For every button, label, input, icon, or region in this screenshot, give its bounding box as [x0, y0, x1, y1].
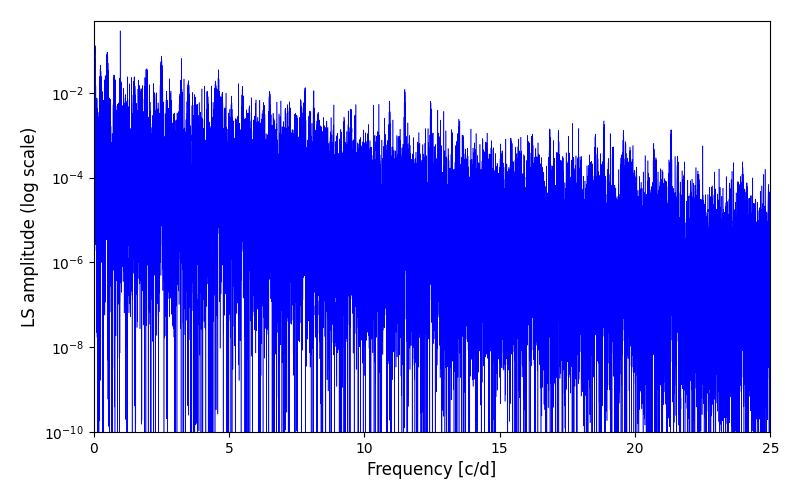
X-axis label: Frequency [c/d]: Frequency [c/d] — [367, 461, 497, 479]
Y-axis label: LS amplitude (log scale): LS amplitude (log scale) — [21, 126, 39, 326]
